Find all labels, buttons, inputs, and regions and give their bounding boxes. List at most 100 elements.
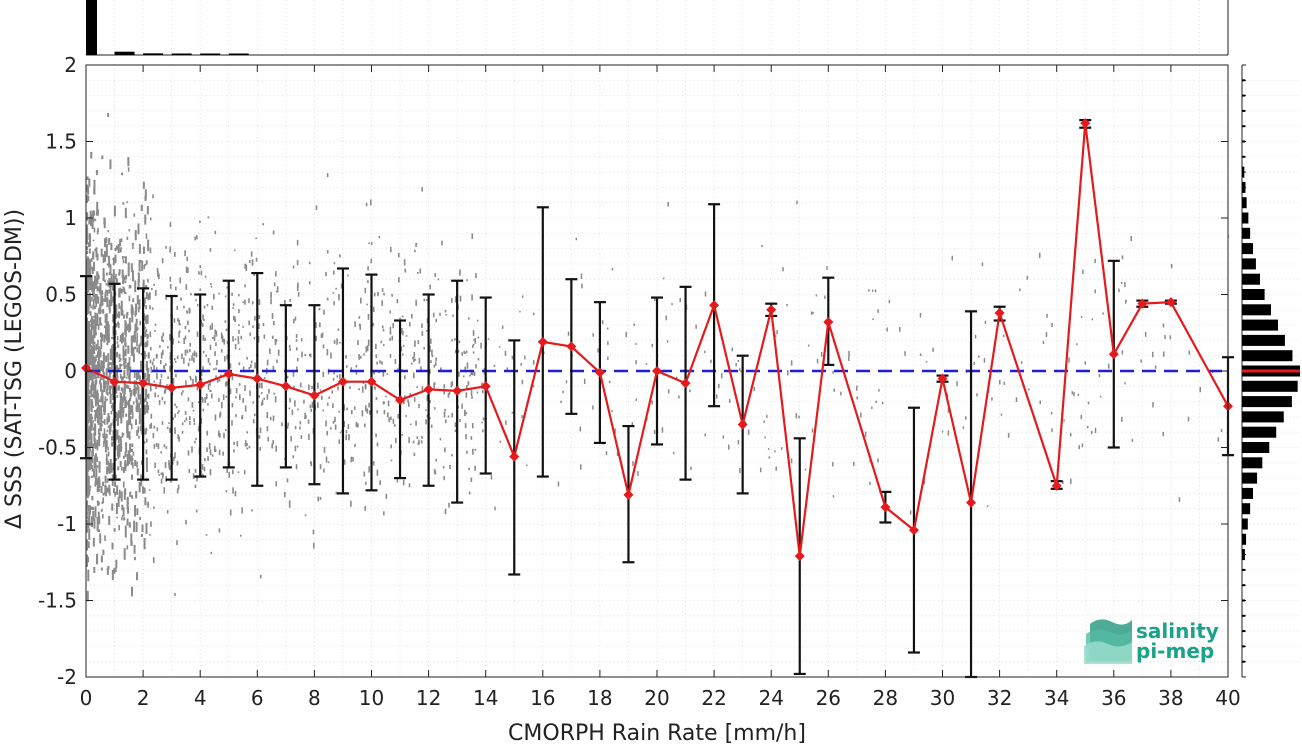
scatter-point bbox=[97, 352, 99, 358]
scatter-point bbox=[775, 466, 777, 471]
scatter-point bbox=[94, 312, 97, 321]
right-histogram-bar bbox=[1242, 243, 1254, 255]
scatter-point bbox=[94, 248, 96, 252]
scatter-point bbox=[389, 246, 392, 253]
x-tick-label: 32 bbox=[987, 686, 1012, 710]
scatter-point bbox=[345, 355, 347, 359]
scatter-point bbox=[367, 266, 369, 271]
scatter-point bbox=[1091, 318, 1094, 321]
scatter-point bbox=[390, 416, 392, 421]
scatter-point bbox=[101, 291, 104, 295]
scatter-point bbox=[138, 482, 141, 493]
scatter-point bbox=[100, 427, 103, 432]
scatter-point bbox=[888, 300, 891, 304]
scatter-point bbox=[87, 242, 90, 248]
scatter-point bbox=[258, 434, 261, 439]
scatter-point bbox=[368, 466, 370, 473]
scatter-point bbox=[163, 444, 166, 448]
scatter-point bbox=[614, 428, 616, 434]
scatter-point bbox=[139, 320, 142, 326]
scatter-point bbox=[121, 309, 124, 316]
scatter-point bbox=[213, 335, 216, 342]
scatter-point bbox=[300, 435, 303, 439]
scatter-point bbox=[214, 230, 217, 235]
scatter-point bbox=[176, 305, 179, 310]
scatter-point bbox=[105, 239, 108, 243]
scatter-point bbox=[90, 151, 93, 159]
scatter-point bbox=[124, 453, 127, 457]
scatter-point bbox=[88, 336, 91, 347]
scatter-point bbox=[296, 445, 299, 448]
scatter-point bbox=[296, 285, 299, 292]
scatter-point bbox=[941, 430, 944, 433]
scatter-point bbox=[244, 263, 246, 269]
scatter-point bbox=[445, 419, 447, 424]
scatter-point bbox=[86, 291, 89, 296]
scatter-point bbox=[86, 539, 88, 546]
scatter-point bbox=[115, 351, 118, 358]
scatter-point bbox=[132, 388, 135, 396]
scatter-point bbox=[132, 462, 134, 469]
scatter-point bbox=[275, 481, 278, 487]
scatter-point bbox=[102, 278, 105, 282]
scatter-point bbox=[100, 335, 103, 341]
scatter-point bbox=[186, 349, 189, 354]
mean-point bbox=[880, 502, 891, 513]
scatter-point bbox=[526, 464, 528, 467]
scatter-point bbox=[172, 337, 174, 345]
scatter-point bbox=[117, 454, 120, 460]
scatter-point bbox=[607, 356, 609, 360]
scatter-point bbox=[100, 405, 103, 417]
scatter-point bbox=[122, 349, 125, 361]
scatter-point bbox=[1028, 388, 1030, 391]
x-tick-label: 14 bbox=[473, 686, 498, 710]
scatter-point bbox=[426, 318, 429, 324]
scatter-point bbox=[184, 325, 187, 330]
scatter-point bbox=[272, 365, 275, 372]
scatter-point bbox=[465, 412, 467, 415]
scatter-point bbox=[653, 429, 656, 435]
scatter-point bbox=[411, 313, 413, 319]
scatter-point bbox=[188, 358, 191, 361]
scatter-point bbox=[331, 390, 334, 394]
scatter-point bbox=[87, 429, 90, 437]
scatter-point bbox=[241, 414, 244, 420]
scatter-point bbox=[105, 433, 108, 439]
scatter-point bbox=[137, 307, 140, 313]
scatter-point bbox=[119, 410, 122, 414]
scatter-point bbox=[99, 283, 102, 295]
scatter-point bbox=[426, 414, 429, 418]
scatter-point bbox=[191, 355, 193, 361]
scatter-point bbox=[240, 335, 243, 340]
scatter-point bbox=[671, 303, 673, 306]
scatter-point bbox=[416, 386, 418, 388]
scatter-point bbox=[253, 413, 256, 417]
scatter-point bbox=[387, 400, 390, 407]
scatter-point bbox=[144, 297, 146, 304]
scatter-point bbox=[481, 390, 484, 394]
scatter-point bbox=[348, 434, 350, 441]
scatter-point bbox=[140, 339, 143, 346]
scatter-point bbox=[108, 237, 111, 245]
scatter-point bbox=[112, 467, 114, 471]
scatter-point bbox=[169, 246, 171, 253]
scatter-point bbox=[91, 361, 94, 373]
scatter-point bbox=[97, 227, 99, 232]
scatter-point bbox=[186, 256, 189, 262]
scatter-point bbox=[207, 456, 209, 461]
scatter-point bbox=[154, 392, 156, 398]
scatter-point bbox=[151, 361, 154, 366]
mean-point bbox=[623, 489, 634, 500]
scatter-point bbox=[425, 409, 427, 411]
scatter-point bbox=[320, 395, 323, 400]
scatter-point bbox=[373, 386, 376, 389]
scatter-point bbox=[93, 359, 96, 368]
scatter-point bbox=[470, 389, 473, 397]
scatter-point bbox=[114, 491, 117, 495]
scatter-point bbox=[432, 312, 435, 318]
scatter-point bbox=[101, 309, 104, 313]
scatter-point bbox=[89, 292, 91, 298]
scatter-point bbox=[107, 468, 110, 472]
scatter-point bbox=[100, 396, 102, 403]
scatter-point bbox=[126, 364, 128, 368]
